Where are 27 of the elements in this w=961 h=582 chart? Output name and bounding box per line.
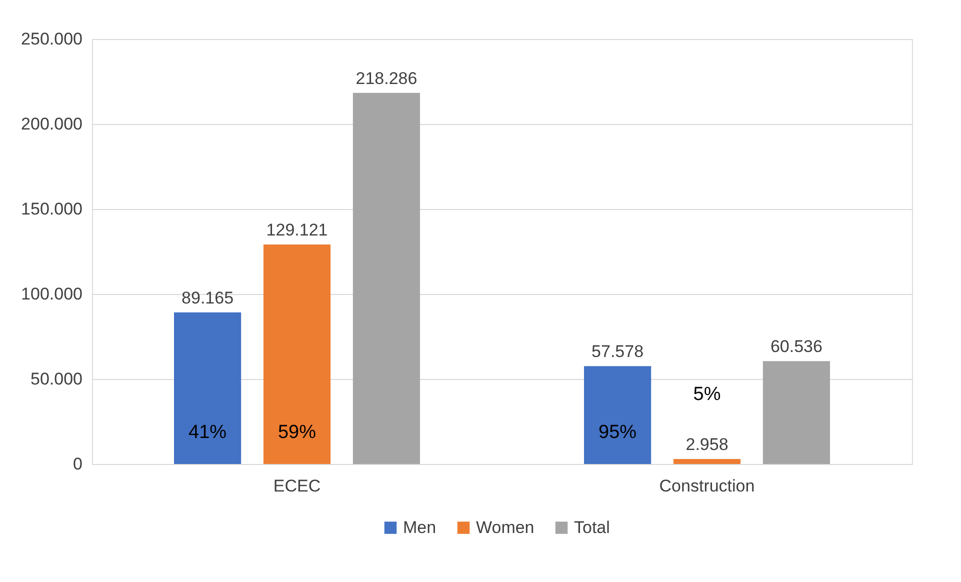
annotation: 59% — [278, 422, 316, 443]
annotation: 41% — [188, 422, 227, 443]
y-tick-label: 250.000 — [21, 30, 82, 48]
data-label: 57.578 — [592, 342, 644, 362]
legend-label: Men — [403, 518, 436, 537]
data-label: 89.165 — [182, 288, 234, 308]
bar — [762, 361, 830, 464]
y-tick-label: 0 — [73, 454, 82, 474]
bar — [263, 244, 331, 464]
data-label: 60.536 — [770, 337, 822, 356]
y-tick-label: 50.000 — [30, 370, 82, 388]
legend-label: Women — [476, 518, 534, 537]
bar — [673, 458, 741, 464]
data-label: 218.286 — [356, 68, 418, 88]
bar — [174, 312, 242, 464]
annotation: 5% — [693, 384, 721, 405]
legend-label: Total — [574, 518, 610, 537]
data-label: 129.121 — [266, 220, 328, 240]
y-tick-label: 150.000 — [21, 200, 82, 218]
y-tick-label: 100.000 — [21, 284, 82, 304]
x-tick-label: Construction — [659, 476, 755, 496]
bar — [352, 92, 420, 464]
y-tick-label: 200.000 — [21, 114, 82, 134]
annotation: 95% — [598, 422, 637, 443]
x-tick-label: ECEC — [273, 476, 321, 496]
data-label: 2.958 — [686, 434, 728, 454]
bar — [584, 366, 652, 464]
